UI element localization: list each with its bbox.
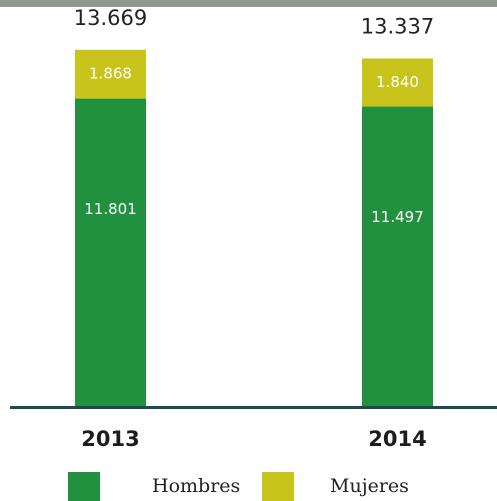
legend-swatch [68,472,100,501]
total-label: 13.337 [361,14,434,38]
legend-label: Mujeres [330,475,409,497]
bar-segment [75,49,146,99]
legend-label: Hombres [152,475,240,497]
legend-swatch [262,472,294,501]
baseline [10,406,497,409]
value-label: 1.840 [376,73,419,91]
value-label: 1.868 [89,65,132,83]
x-tick-label: 2013 [81,427,139,451]
x-tick-label: 2014 [368,427,426,451]
value-label: 11.497 [371,208,424,226]
bar-segment [362,106,433,407]
total-label: 13.669 [74,6,147,30]
bar-segment [362,58,433,107]
top-band [0,0,497,7]
bar-segment [75,98,146,408]
value-label: 11.801 [84,200,137,218]
